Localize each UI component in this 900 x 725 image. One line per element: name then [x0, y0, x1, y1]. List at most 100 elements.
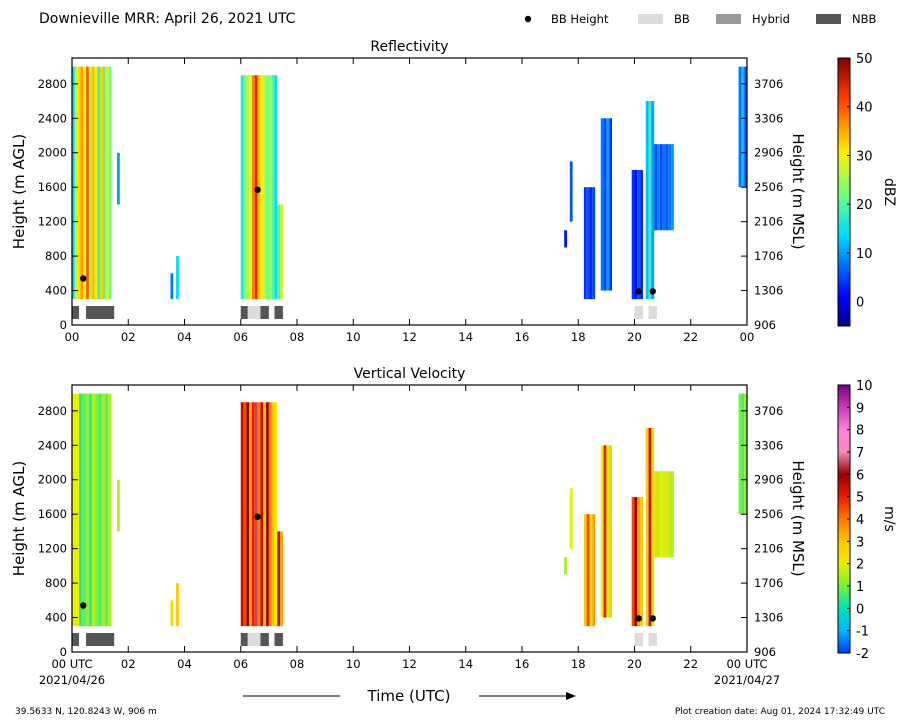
chart-1-echo-cell-0-0	[72, 393, 80, 627]
chart-0-echo-cell-12-1	[657, 144, 660, 231]
chart-1-echo-cell-1-5	[95, 393, 99, 627]
chart-1-y-axis-label: Height (m AGL)	[10, 461, 28, 576]
chart-1-x-tick-label-8: 16	[515, 657, 530, 671]
chart-1-colorbar-tick-label-6: 4	[856, 513, 864, 528]
chart-0-echo-cell-12-3	[662, 144, 666, 231]
chart-1-echo-cell-1-9	[108, 393, 112, 627]
chart-1-echo-cell-5-9	[266, 402, 269, 627]
chart-0-bb-height-point-1	[254, 186, 261, 193]
chart-1-bb-type-bb-3	[247, 633, 261, 646]
chart-0-y-right-axis-label: Height (m MSL)	[789, 133, 807, 249]
chart-1-echo-cell-14-0	[738, 393, 742, 515]
chart-0-bb-type-bb-3	[247, 306, 261, 319]
chart-0-x-tick-label-9: 18	[571, 330, 586, 344]
chart-0-bb-height-point-2	[635, 288, 642, 295]
chart-0-echo-cell-10-3	[640, 169, 643, 300]
chart-0-colorbar-tick-label-2: 20	[856, 198, 873, 213]
chart-1-echo-cell-9-3	[592, 514, 596, 627]
chart-0-echo-cell-0-5	[86, 66, 89, 300]
chart-0-echo-cell-4-9	[266, 75, 269, 300]
chart-0-echo-cell-8-1	[586, 187, 590, 300]
chart-1-echo-cell-9-2	[589, 514, 593, 627]
chart-1-y-right-tick-label-5: 2906	[754, 473, 783, 487]
chart-0-title: Reflectivity	[370, 39, 448, 55]
chart-1-x-date-label-0: 2021/04/26	[39, 673, 105, 687]
chart-1-bb-type-nbb-0	[72, 633, 80, 646]
chart-1-echo-cell-11-0	[631, 496, 635, 627]
chart-1-y-right-tick-label-3: 2106	[754, 542, 783, 556]
chart-1-bb-type-nbb-2	[240, 633, 248, 646]
chart-1-bb-type-nbb-4	[260, 633, 269, 646]
chart-1-echo-cell-5-11	[271, 402, 275, 627]
chart-0-echo-cell-9-3	[609, 118, 612, 291]
chart-0-echo-cell-10-0	[631, 169, 635, 300]
legend-nbb-label: NBB	[852, 12, 876, 26]
chart-1-echo-cell-13-4	[665, 471, 669, 558]
chart-1-echo-cell-9-1	[586, 514, 590, 627]
chart-1-colorbar-label: m/s	[881, 506, 897, 532]
chart-1-echo-cell-2-0	[117, 479, 120, 532]
chart-0-y-right-tick-label-7: 3706	[754, 77, 783, 91]
chart-1-echo-cell-5-0	[240, 402, 244, 627]
chart-1-echo-cell-6-0	[277, 531, 281, 627]
chart-1-echo-cell-1-0	[79, 393, 83, 627]
chart-1-echo-cell-14-1	[741, 393, 745, 515]
chart-0-x-tick-label-6: 12	[402, 330, 417, 344]
chart-0-echo-cell-12-6	[671, 144, 674, 231]
chart-1-echo-cell-13-5	[668, 471, 672, 558]
chart-1-colorbar-tick-label-9: 7	[856, 446, 864, 461]
chart-0-bb-type-nbb-2	[240, 306, 248, 319]
chart-1-x-tick-label-9: 18	[571, 657, 586, 671]
chart-0-bb-height-point-3	[649, 288, 656, 295]
chart-1-echo-cell-9-0	[583, 514, 587, 627]
legend-nbb-swatch	[816, 14, 841, 24]
chart-1-y-right-tick-label-7: 3706	[754, 404, 783, 418]
chart-0-y-tick-label-5: 2000	[38, 146, 67, 160]
chart-0-echo-cell-0-6	[88, 66, 92, 300]
chart-1-y-right-axis-label: Height (m MSL)	[789, 460, 807, 576]
chart-0-y-axis-label: Height (m AGL)	[10, 134, 28, 249]
chart-1-x-tick-label-4: 08	[290, 657, 305, 671]
chart-0-y-tick-label-0: 0	[60, 318, 67, 332]
chart-0-y-right-tick-label-1: 1306	[754, 284, 783, 298]
legend-bb-height-label: BB Height	[551, 12, 609, 26]
chart-0-colorbar-tick-label-3: 30	[856, 149, 873, 164]
chart-0-y-right-tick-label-3: 2106	[754, 215, 783, 229]
chart-0-echo-cell-4-7	[260, 75, 264, 300]
chart-0-echo-cell-4-3	[249, 75, 252, 300]
chart-1-echo-cell-1-1	[82, 393, 86, 627]
legend-bb-swatch	[638, 14, 663, 24]
chart-1-echo-cell-10-1	[603, 445, 607, 618]
chart-1-colorbar-tick-label-4: 2	[856, 558, 864, 573]
chart-1-echo-cell-12-1	[648, 428, 652, 627]
legend-bb-height-marker	[524, 15, 532, 23]
chart-1-echo-cell-5-2	[246, 402, 250, 627]
chart-1-echo-cell-3-0	[170, 600, 174, 627]
chart-1-bb-height-point-1	[254, 513, 261, 520]
chart-1-echo-cell-11-2	[637, 496, 641, 627]
chart-1-colorbar-tick-label-7: 5	[856, 491, 864, 506]
chart-0-colorbar-tick-label-0: 0	[856, 296, 864, 311]
chart-0-echo-cell-0-3	[80, 66, 84, 300]
chart-0-x-tick-label-5: 10	[346, 330, 361, 344]
chart-1-echo-cell-12-0	[645, 428, 649, 627]
chart-1-bb-type-bb-6	[634, 633, 643, 646]
chart-1-x-tick-label-7: 14	[458, 657, 473, 671]
chart-0-echo-cell-0-4	[83, 66, 87, 300]
chart-1-y-tick-label-6: 2400	[38, 438, 67, 452]
chart-0-y-tick-label-1: 400	[45, 284, 67, 298]
chart-1-bb-type-bb-7	[648, 633, 657, 646]
chart-1-x-tick-label-5: 10	[346, 657, 361, 671]
chart-0-y-tick-label-3: 1200	[38, 215, 67, 229]
chart-0-echo-cell-0-2	[77, 66, 81, 300]
chart-0-echo-cell-1-0	[117, 152, 120, 205]
chart-1-echo-cell-10-2	[606, 445, 610, 618]
chart-1-colorbar-tick-label-1: -1	[856, 625, 869, 640]
chart-1-y-tick-label-3: 1200	[38, 542, 67, 556]
chart-0-bb-height-point-0	[80, 275, 87, 282]
chart-1-echo-cell-5-12	[274, 402, 278, 627]
chart-1-y-right-tick-label-4: 2506	[754, 507, 783, 521]
chart-1-x-tick-label-0: 00 UTC	[51, 657, 92, 671]
